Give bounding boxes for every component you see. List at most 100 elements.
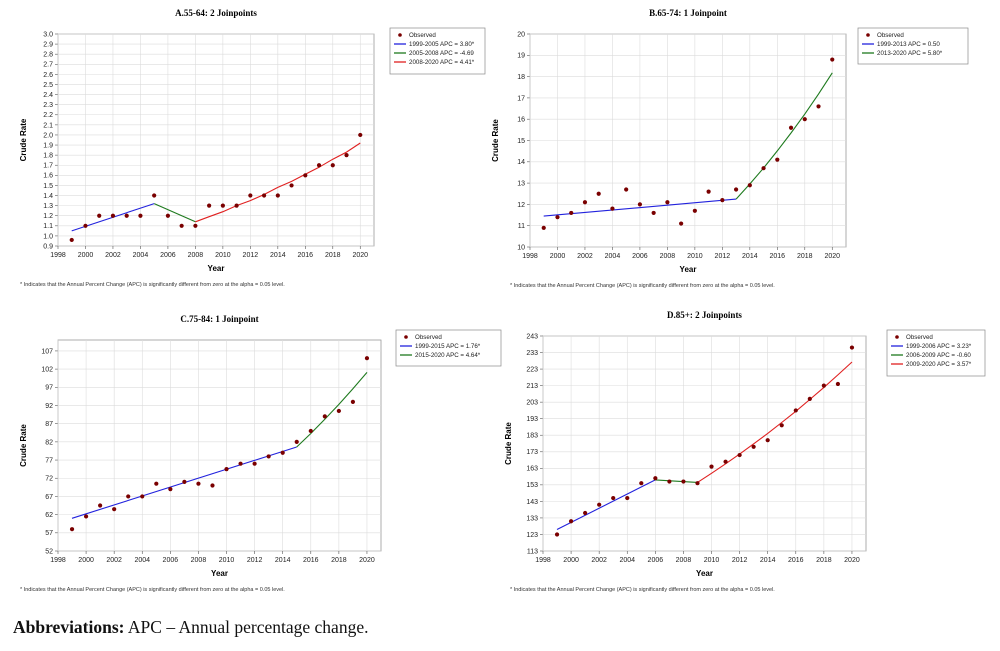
observed-point — [695, 481, 700, 486]
observed-point — [303, 173, 308, 178]
observed-point — [639, 481, 644, 486]
x-tick-label: 2004 — [134, 557, 150, 564]
y-tick-label: 18 — [517, 74, 525, 81]
x-tick-label: 2014 — [270, 252, 286, 259]
x-tick-label: 2018 — [816, 557, 832, 564]
chart-panel-c: C.75-84: 1 Joinpoint 52 57 62 67 72 77 82 87 92 97… — [0, 300, 502, 600]
observed-point — [152, 193, 157, 198]
observed-point — [280, 450, 285, 455]
y-tick-label: 163 — [526, 466, 538, 473]
y-tick-label: 233 — [526, 350, 538, 357]
legend: Observed 1999-2013 APC = 0.50 2013-2020 AP… — [857, 27, 969, 65]
x-tick-label: 1998 — [535, 557, 551, 564]
observed-point — [330, 163, 335, 168]
observed-point — [234, 203, 239, 208]
y-tick-label: 2.9 — [43, 41, 53, 48]
observed-point — [126, 494, 131, 499]
x-tick-label: 2020 — [359, 557, 375, 564]
observed-point — [97, 213, 102, 218]
y-tick-label: 123 — [526, 532, 538, 539]
abbreviations-footnote: Abbreviations: APC – Annual percentage c… — [13, 617, 368, 638]
observed-point — [667, 479, 672, 484]
legend-label: Observed — [415, 334, 442, 341]
observed-point — [747, 183, 752, 188]
observed-point — [350, 399, 356, 404]
x-tick-label: 2012 — [247, 557, 263, 564]
observed-point — [154, 481, 159, 486]
x-tick-label: 2012 — [715, 253, 731, 260]
x-tick-label: 2000 — [78, 252, 94, 259]
x-tick-label: 2016 — [303, 557, 319, 564]
x-tick-label: 2010 — [215, 252, 231, 259]
y-axis-label: Crude Rate — [19, 118, 28, 161]
observed-point — [624, 187, 629, 192]
x-tick-label: 2004 — [619, 557, 635, 564]
x-tick-label: 2000 — [550, 253, 566, 260]
observed-point — [830, 57, 835, 62]
legend-label: 1999-2006 APC = 3.23* — [906, 343, 972, 350]
y-tick-label: 2.0 — [43, 132, 53, 139]
x-tick-label: 2018 — [331, 557, 347, 564]
legend-label: 2006-2009 APC = -0.60 — [906, 352, 971, 359]
x-tick-label: 2004 — [605, 253, 621, 260]
observed-point — [709, 464, 714, 469]
x-tick-label: 2010 — [687, 253, 703, 260]
series-line — [556, 479, 656, 530]
x-axis-label: Year — [208, 264, 225, 273]
x-tick-label: 2014 — [275, 557, 291, 564]
observed-point — [720, 198, 725, 203]
x-tick-label: 2018 — [797, 253, 813, 260]
x-tick-label: 2012 — [243, 252, 259, 259]
x-tick-label: 1998 — [522, 253, 538, 260]
observed-point — [124, 213, 129, 218]
y-tick-label: 1.4 — [43, 193, 53, 200]
observed-point — [625, 495, 630, 501]
observed-point — [597, 502, 602, 507]
observed-point — [266, 454, 271, 459]
legend-observed-marker — [866, 33, 870, 37]
y-tick-label: 203 — [526, 400, 538, 407]
legend-box — [389, 27, 486, 75]
observed-point — [816, 104, 821, 109]
series-line — [697, 361, 853, 483]
chart-svg: B.65-74: 1 Joinpoint 10 11 12 13 14 15 16 17 18 19… — [491, 8, 969, 289]
legend-label: 2013-2020 APC = 5.80* — [877, 50, 943, 57]
chart-title: C.75-84: 1 Joinpoint — [180, 314, 258, 324]
y-tick-label: 77 — [45, 457, 53, 464]
y-tick-label: 1.6 — [43, 173, 53, 180]
series-line — [655, 479, 698, 483]
y-tick-label: 12 — [517, 202, 525, 209]
observed-point — [336, 408, 341, 414]
x-tick-label: 2006 — [163, 557, 179, 564]
significance-note: * Indicates that the Annual Percent Chan… — [510, 283, 775, 289]
y-tick-label: 1.9 — [43, 142, 53, 149]
y-tick-label: 0.9 — [43, 243, 53, 250]
y-tick-label: 1.0 — [43, 233, 53, 240]
y-tick-label: 92 — [45, 403, 53, 410]
legend-label: 2008-2020 APC = 4.41* — [409, 59, 475, 66]
y-axis-label: Crude Rate — [19, 424, 28, 467]
observed-point — [692, 208, 697, 213]
observed-point — [220, 203, 225, 208]
chart-svg: A.55-64: 2 Joinpoints 0.9 1.0 1.1 1.2 1.3 1.4 1… — [19, 8, 486, 288]
y-tick-label: 15 — [517, 138, 525, 145]
observed-point — [275, 193, 280, 198]
y-tick-label: 1.8 — [43, 153, 53, 160]
observed-point — [210, 483, 215, 488]
chart-svg: C.75-84: 1 Joinpoint 52 57 62 67 72 77 82 87 92 97… — [19, 314, 502, 593]
legend: Observed 1999-2006 APC = 3.23* 2006-2009 A… — [886, 329, 986, 377]
observed-point — [322, 414, 327, 419]
legend-box — [395, 329, 502, 367]
observed-point — [261, 193, 267, 198]
series-line — [153, 203, 196, 223]
x-tick-label: 2016 — [298, 252, 314, 259]
y-tick-label: 11 — [518, 223, 525, 230]
observed-point — [358, 132, 363, 138]
y-tick-label: 16 — [517, 117, 525, 124]
observed-point — [182, 479, 187, 484]
y-tick-label: 143 — [526, 499, 538, 506]
observed-point — [541, 225, 546, 230]
observed-point — [568, 519, 574, 524]
significance-note: * Indicates that the Annual Percent Chan… — [20, 587, 285, 593]
observed-point — [69, 527, 75, 532]
